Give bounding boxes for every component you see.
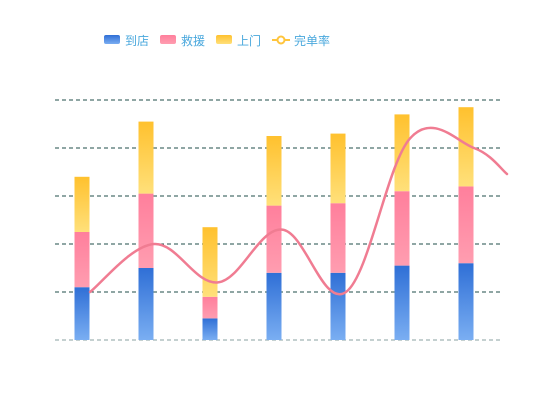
legend-label-2: 上门 [237, 33, 261, 48]
legend-swatch-1 [160, 35, 176, 44]
line-layer [88, 126, 509, 296]
bar-series-1-cat-3[interactable] [266, 205, 282, 273]
bar-series-2-cat-1[interactable] [138, 121, 154, 194]
legend-label-0: 到店 [125, 34, 149, 48]
bar-series-2-cat-4[interactable] [330, 133, 346, 204]
line-series-path[interactable] [88, 126, 509, 296]
bar-series-1-cat-5[interactable] [394, 191, 410, 266]
legend-item-0[interactable]: 到店 [104, 34, 149, 48]
legend-label-line: 完单率 [294, 33, 330, 48]
bar-series-2-cat-2[interactable] [202, 227, 218, 297]
bar-series-0-cat-3[interactable] [266, 272, 282, 340]
bar-series-1-cat-1[interactable] [138, 193, 154, 268]
bar-series-0-cat-4[interactable] [330, 272, 346, 340]
bar-series-0-cat-2[interactable] [202, 318, 218, 340]
bar-series-1-cat-2[interactable] [202, 296, 218, 319]
legend-swatch-2 [216, 35, 232, 44]
bar-series-1-cat-6[interactable] [458, 186, 474, 264]
legend-item-2[interactable]: 上门 [216, 33, 261, 48]
legend-label-1: 救援 [181, 33, 205, 48]
bar-series-0-cat-0[interactable] [74, 287, 90, 340]
bar-series-2-cat-3[interactable] [266, 136, 282, 206]
legend: 到店 救援 上门 完单率 [104, 33, 330, 48]
bar-series-2-cat-6[interactable] [458, 107, 474, 187]
legend-item-1[interactable]: 救援 [160, 33, 205, 48]
bar-series-1-cat-4[interactable] [330, 203, 346, 273]
bar-series-1-cat-0[interactable] [74, 232, 90, 288]
legend-item-line[interactable]: 完单率 [272, 33, 330, 48]
bar-series-0-cat-1[interactable] [138, 268, 154, 340]
legend-line-marker [276, 35, 286, 45]
legend-swatch-0 [104, 35, 120, 44]
bar-series-0-cat-5[interactable] [394, 265, 410, 340]
bar-series-0-cat-6[interactable] [458, 263, 474, 340]
bar-series-2-cat-0[interactable] [74, 176, 90, 232]
bars [74, 107, 474, 340]
